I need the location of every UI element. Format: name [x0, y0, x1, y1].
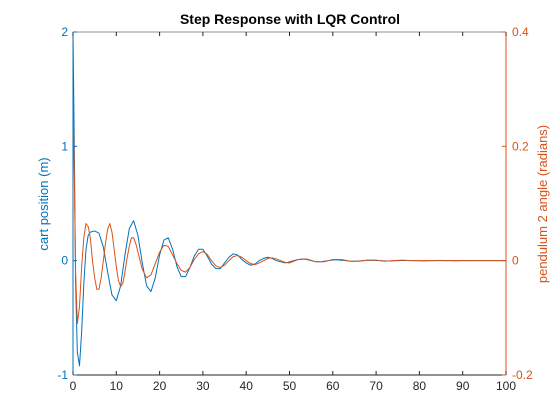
chart-title: Step Response with LQR Control: [180, 11, 400, 27]
x-tick-label: 0: [70, 379, 77, 393]
right-axis-label: pendulum 2 angle (radians): [535, 125, 550, 283]
plot-area: [73, 32, 506, 375]
left-y-tick-label: 2: [61, 25, 68, 39]
x-tick-label: 90: [456, 379, 470, 393]
left-y-tick-label: 1: [61, 139, 68, 153]
x-tick-label: 60: [326, 379, 340, 393]
right-y-tick-label: 0.4: [512, 25, 529, 39]
x-tick-label: 80: [413, 379, 427, 393]
left-axis-label: cart position (m): [36, 157, 51, 250]
right-y-tick-label: 0.2: [512, 139, 529, 153]
x-tick-label: 40: [240, 379, 254, 393]
right-y-tick-label: -0.2: [512, 368, 533, 382]
x-tick-label: 50: [283, 379, 297, 393]
left-y-tick-label: -1: [57, 368, 68, 382]
x-tick-label: 30: [196, 379, 210, 393]
right-y-tick-label: 0: [512, 254, 519, 268]
x-tick-label: 20: [153, 379, 167, 393]
left-y-tick-label: 0: [61, 254, 68, 268]
x-tick-label: 70: [369, 379, 383, 393]
x-tick-label: 10: [110, 379, 124, 393]
